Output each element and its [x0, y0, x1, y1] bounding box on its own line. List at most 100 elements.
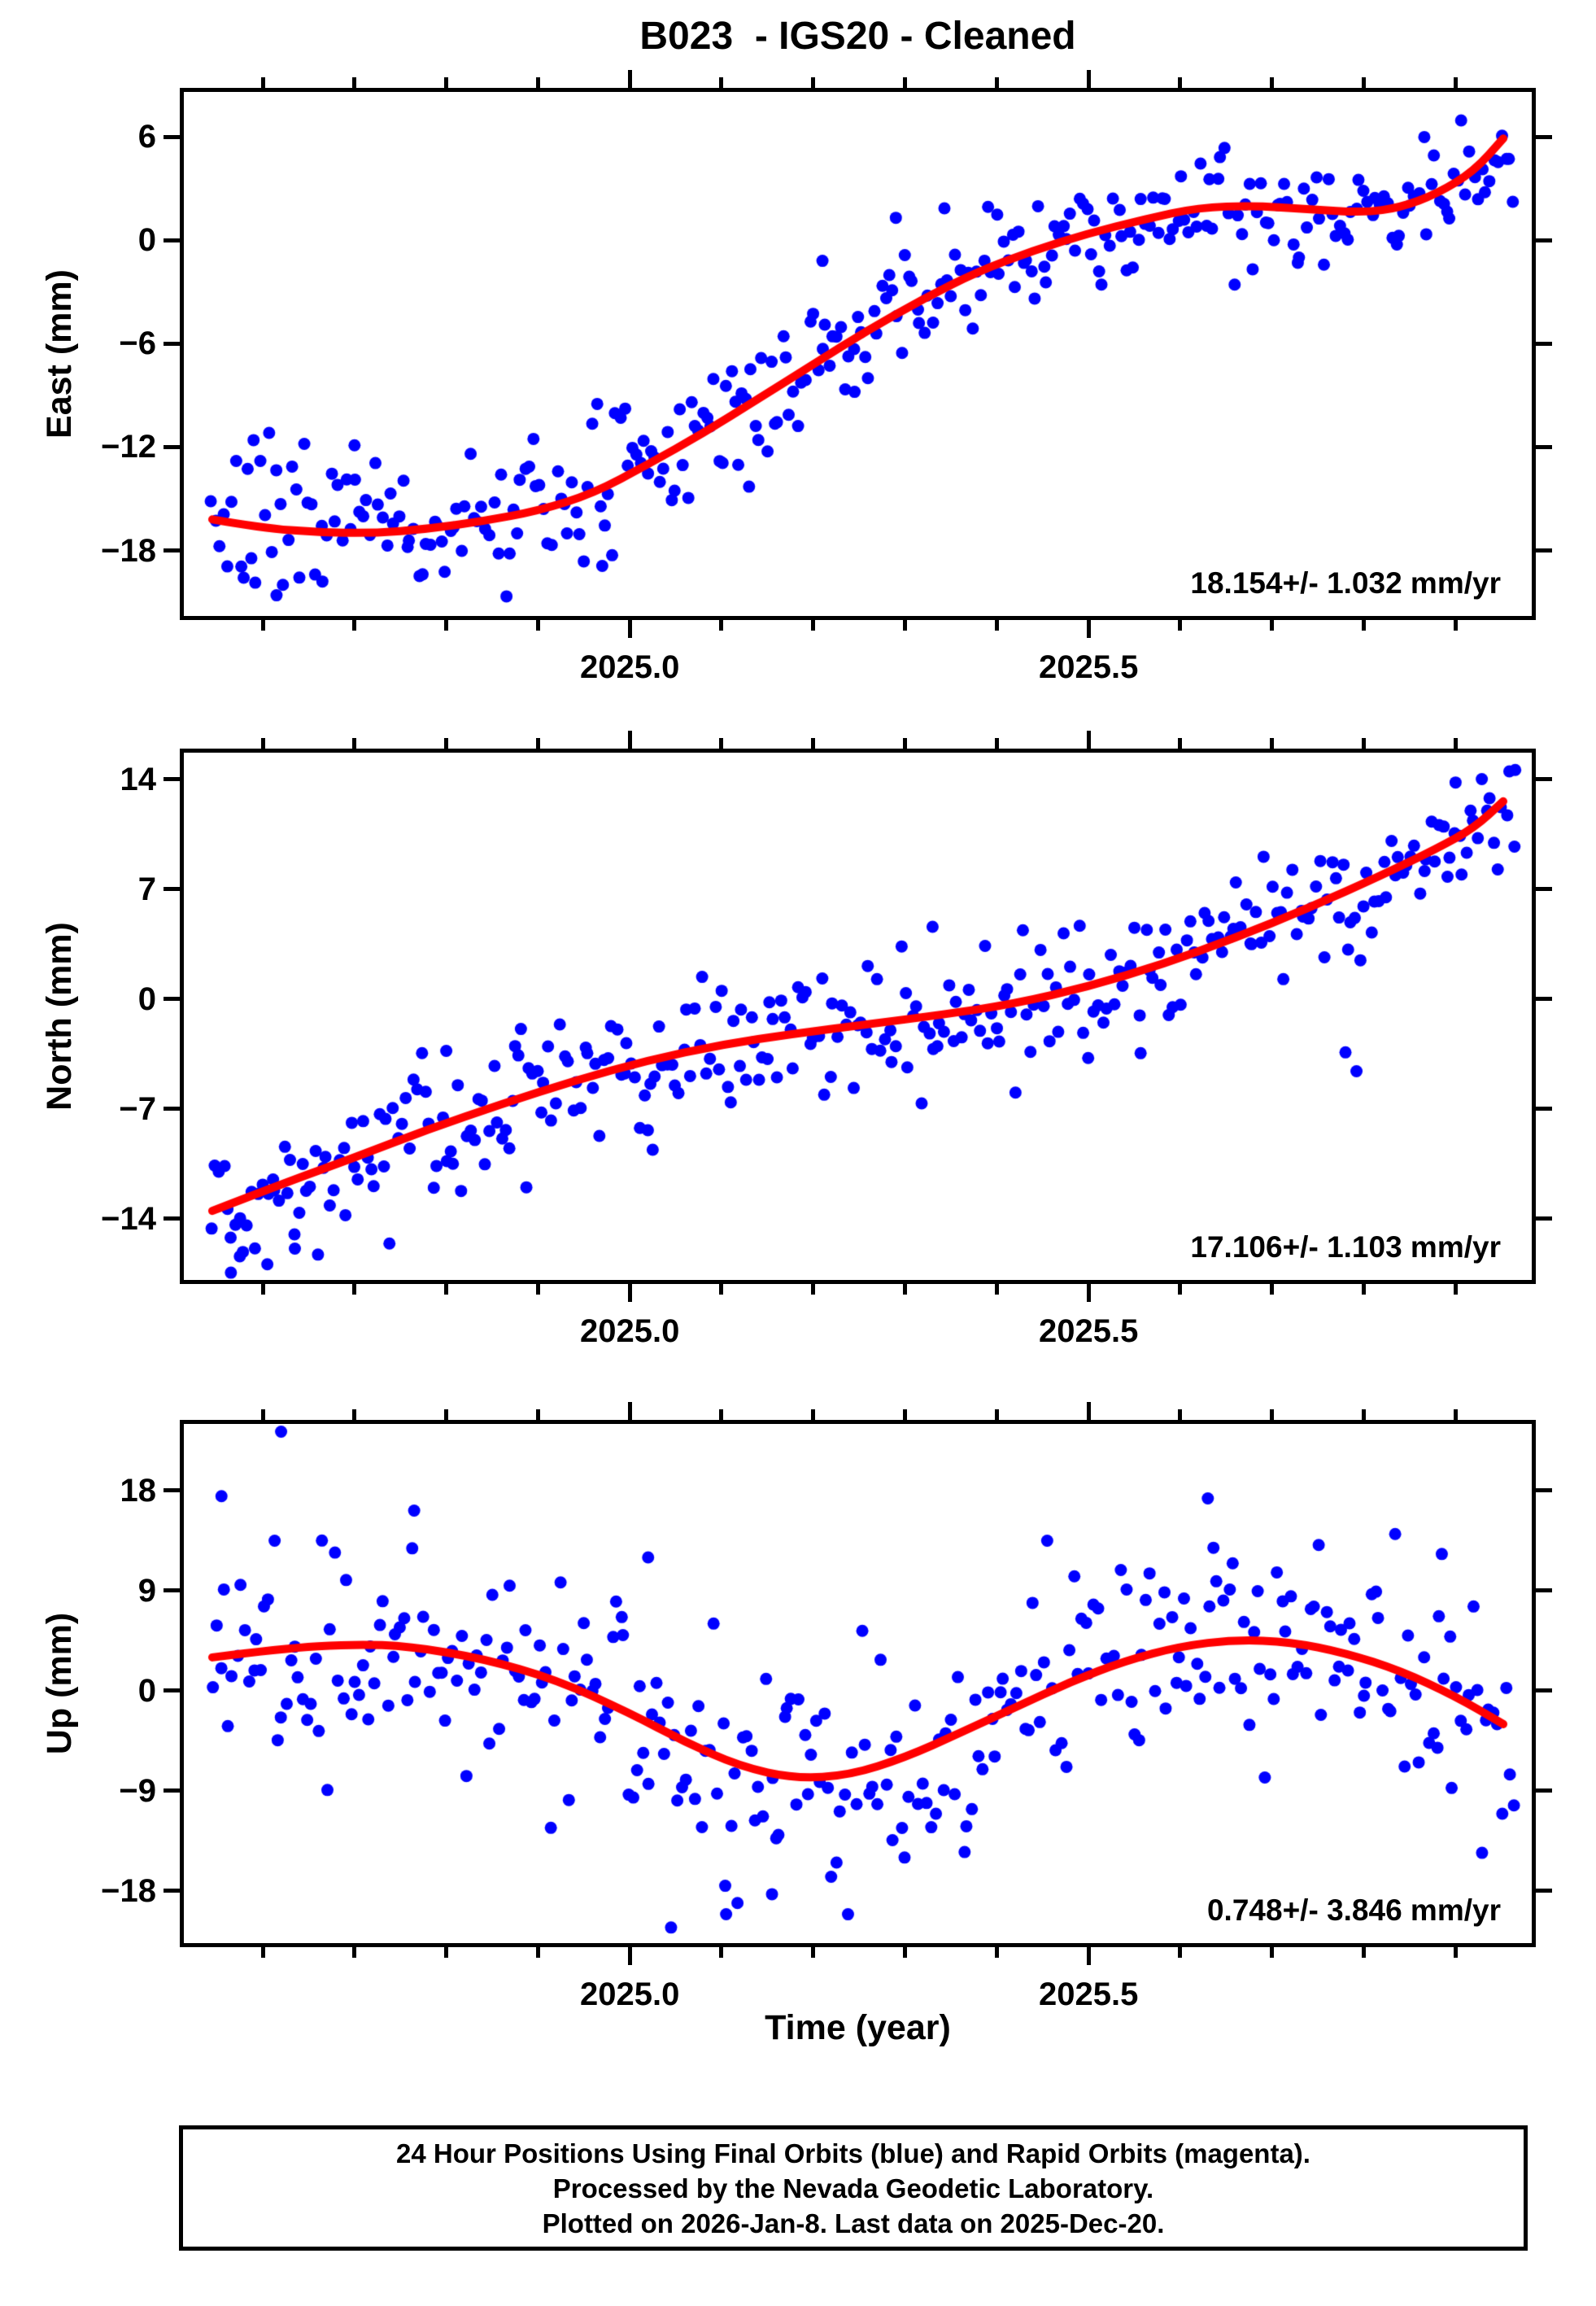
plot-frame-north	[180, 749, 1536, 1284]
tick-mark	[627, 620, 632, 638]
tick-mark	[535, 1284, 540, 1295]
tick-mark	[1536, 1107, 1552, 1112]
tick-mark	[811, 1947, 816, 1958]
y-tick-label: 0	[137, 980, 156, 1017]
tick-mark	[1270, 738, 1275, 749]
tick-mark	[164, 134, 180, 139]
tick-mark	[352, 1284, 357, 1295]
tick-mark	[164, 1107, 180, 1112]
tick-mark	[1536, 1216, 1552, 1221]
tick-mark	[1270, 1409, 1275, 1420]
tick-mark	[1453, 1947, 1458, 1958]
up-rate-annotation: 0.748+/- 3.846 mm/yr	[1206, 1893, 1501, 1927]
y-tick-label: −7	[119, 1090, 156, 1127]
north-axis-title: North (mm)	[40, 922, 79, 1111]
up-axis-title: Up (mm)	[40, 1612, 79, 1755]
y-tick-label: −6	[119, 325, 156, 362]
x-tick-label: 2025.0	[580, 649, 680, 685]
tick-mark	[627, 1402, 632, 1420]
y-tick-label: −12	[101, 429, 156, 465]
tick-mark	[535, 1409, 540, 1420]
tick-mark	[1086, 620, 1091, 638]
tick-mark	[1270, 1284, 1275, 1295]
tick-mark	[535, 620, 540, 631]
y-tick-label: 18	[120, 1472, 157, 1509]
tick-mark	[719, 620, 724, 631]
tick-mark	[903, 1409, 908, 1420]
tick-mark	[1178, 1284, 1183, 1295]
tick-mark	[1178, 1409, 1183, 1420]
tick-mark	[260, 1409, 265, 1420]
north-rate-annotation: 17.106+/- 1.103 mm/yr	[1190, 1230, 1501, 1264]
tick-mark	[627, 731, 632, 749]
tick-mark	[1362, 77, 1367, 88]
tick-mark	[994, 77, 999, 88]
tick-mark	[1086, 70, 1091, 88]
tick-mark	[444, 77, 449, 88]
tick-mark	[535, 1947, 540, 1958]
tick-mark	[1453, 738, 1458, 749]
tick-mark	[994, 1409, 999, 1420]
footer-line: Plotted on 2026-Jan-8. Last data on 2025…	[542, 2208, 1165, 2238]
tick-mark	[903, 77, 908, 88]
tick-mark	[1178, 738, 1183, 749]
tick-mark	[1086, 731, 1091, 749]
tick-mark	[352, 1409, 357, 1420]
tick-mark	[719, 1284, 724, 1295]
tick-mark	[1453, 1409, 1458, 1420]
tick-mark	[1453, 620, 1458, 631]
y-tick-label: 0	[137, 222, 156, 259]
tick-mark	[1536, 1688, 1552, 1693]
tick-mark	[994, 620, 999, 631]
tick-mark	[1362, 1409, 1367, 1420]
tick-mark	[1362, 1284, 1367, 1295]
x-tick-label: 2025.5	[1039, 1313, 1139, 1349]
tick-mark	[1536, 1889, 1552, 1893]
tick-mark	[994, 738, 999, 749]
tick-mark	[260, 1284, 265, 1295]
footer-box: 24 Hour Positions Using Final Orbits (bl…	[179, 2125, 1528, 2251]
tick-mark	[444, 738, 449, 749]
tick-mark	[719, 738, 724, 749]
tick-mark	[164, 997, 180, 1002]
tick-mark	[164, 238, 180, 242]
tick-mark	[444, 1284, 449, 1295]
tick-mark	[811, 620, 816, 631]
tick-mark	[1536, 1788, 1552, 1793]
x-tick-label: 2025.5	[1039, 1976, 1139, 2012]
tick-mark	[811, 77, 816, 88]
tick-mark	[1536, 444, 1552, 449]
tick-mark	[164, 1216, 180, 1221]
tick-mark	[903, 1947, 908, 1958]
tick-mark	[1536, 1488, 1552, 1493]
tick-mark	[1270, 1947, 1275, 1958]
tick-mark	[1178, 1947, 1183, 1958]
tick-mark	[535, 77, 540, 88]
tick-mark	[1270, 620, 1275, 631]
east-rate-annotation: 18.154+/- 1.032 mm/yr	[1190, 566, 1501, 600]
tick-mark	[1178, 620, 1183, 631]
tick-mark	[811, 1284, 816, 1295]
tick-mark	[811, 738, 816, 749]
tick-mark	[627, 70, 632, 88]
y-tick-label: −9	[119, 1772, 156, 1809]
tick-mark	[1536, 887, 1552, 892]
tick-mark	[164, 1889, 180, 1893]
figure-title: B023 - IGS20 - Cleaned	[639, 15, 1076, 58]
tick-mark	[1536, 341, 1552, 346]
tick-mark	[164, 548, 180, 552]
tick-mark	[164, 1588, 180, 1593]
tick-mark	[1536, 777, 1552, 782]
x-tick-label: 2025.5	[1039, 649, 1139, 685]
tick-mark	[352, 620, 357, 631]
tick-mark	[164, 1688, 180, 1693]
y-tick-label: 0	[137, 1672, 156, 1709]
tick-mark	[1086, 1284, 1091, 1302]
tick-mark	[444, 1947, 449, 1958]
tick-mark	[1362, 1947, 1367, 1958]
tick-mark	[164, 887, 180, 892]
tick-mark	[260, 620, 265, 631]
tick-mark	[994, 1947, 999, 1958]
east-scatter-canvas	[184, 92, 1532, 616]
tick-mark	[903, 1284, 908, 1295]
